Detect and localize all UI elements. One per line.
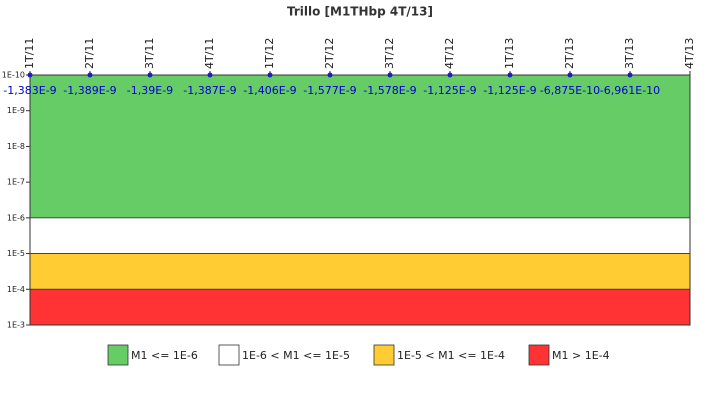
x-tick-label: 3T/12 — [383, 38, 396, 69]
data-point — [207, 72, 213, 78]
plot-frame — [29, 74, 691, 326]
x-tick-label: 3T/11 — [143, 38, 156, 69]
y-tick-label: 1E-9 — [7, 106, 25, 115]
legend-label: M1 > 1E-4 — [552, 349, 610, 362]
y-tick-label: 1E-8 — [7, 142, 25, 151]
data-label: -1,125E-9 — [483, 84, 536, 97]
data-label: -6,875E-10 — [540, 84, 600, 97]
x-tick-label: 3T/13 — [623, 38, 636, 69]
y-tick-label: 1E-4 — [7, 285, 25, 294]
x-tick-label: 4T/11 — [203, 38, 216, 69]
data-label: -1,577E-9 — [303, 84, 356, 97]
data-point — [327, 72, 333, 78]
band — [29, 217, 691, 254]
y-tick-label: 1E-6 — [7, 213, 25, 222]
x-tick-label: 1T/12 — [263, 38, 276, 69]
y-tick-label: 1E-3 — [7, 321, 25, 330]
data-point — [387, 72, 393, 78]
data-point — [267, 72, 273, 78]
legend-swatch — [373, 344, 395, 366]
data-label: -1,578E-9 — [363, 84, 416, 97]
data-label: -1,406E-9 — [243, 84, 296, 97]
data-label: -1,387E-9 — [183, 84, 236, 97]
x-tick-label: 2T/13 — [563, 38, 576, 69]
data-label: -1,389E-9 — [63, 84, 116, 97]
data-label: -1,39E-9 — [127, 84, 173, 97]
chart-title: Trillo [M1THbp 4T/13] — [287, 5, 433, 19]
x-tick-label: 4T/13 — [683, 38, 696, 69]
x-tick-label: 2T/11 — [83, 38, 96, 69]
data-label: -6,961E-10 — [600, 84, 660, 97]
data-point — [147, 72, 153, 78]
data-point — [507, 72, 513, 78]
legend-swatch — [107, 344, 129, 366]
y-tick-label: 1E-5 — [7, 249, 25, 258]
data-label: -1,125E-9 — [423, 84, 476, 97]
x-tick-label: 2T/12 — [323, 38, 336, 69]
x-tick-label: 4T/12 — [443, 38, 456, 69]
x-tick-label: 1T/13 — [503, 38, 516, 69]
y-tick-label: 1E-10 — [2, 71, 25, 80]
legend-label: M1 <= 1E-6 — [131, 349, 198, 362]
data-point — [27, 72, 33, 78]
band — [29, 253, 691, 290]
y-tick-label: 1E-7 — [7, 178, 25, 187]
legend-label: 1E-6 < M1 <= 1E-5 — [242, 349, 350, 362]
data-point — [567, 72, 573, 78]
legend-swatch — [218, 344, 240, 366]
data-point — [627, 72, 633, 78]
legend-swatch — [528, 344, 550, 366]
x-tick-label: 1T/11 — [23, 38, 36, 69]
data-point — [447, 72, 453, 78]
band — [29, 288, 691, 326]
legend-label: 1E-5 < M1 <= 1E-4 — [397, 349, 505, 362]
band — [29, 74, 691, 219]
data-label: -1,383E-9 — [3, 84, 56, 97]
data-point — [87, 72, 93, 78]
